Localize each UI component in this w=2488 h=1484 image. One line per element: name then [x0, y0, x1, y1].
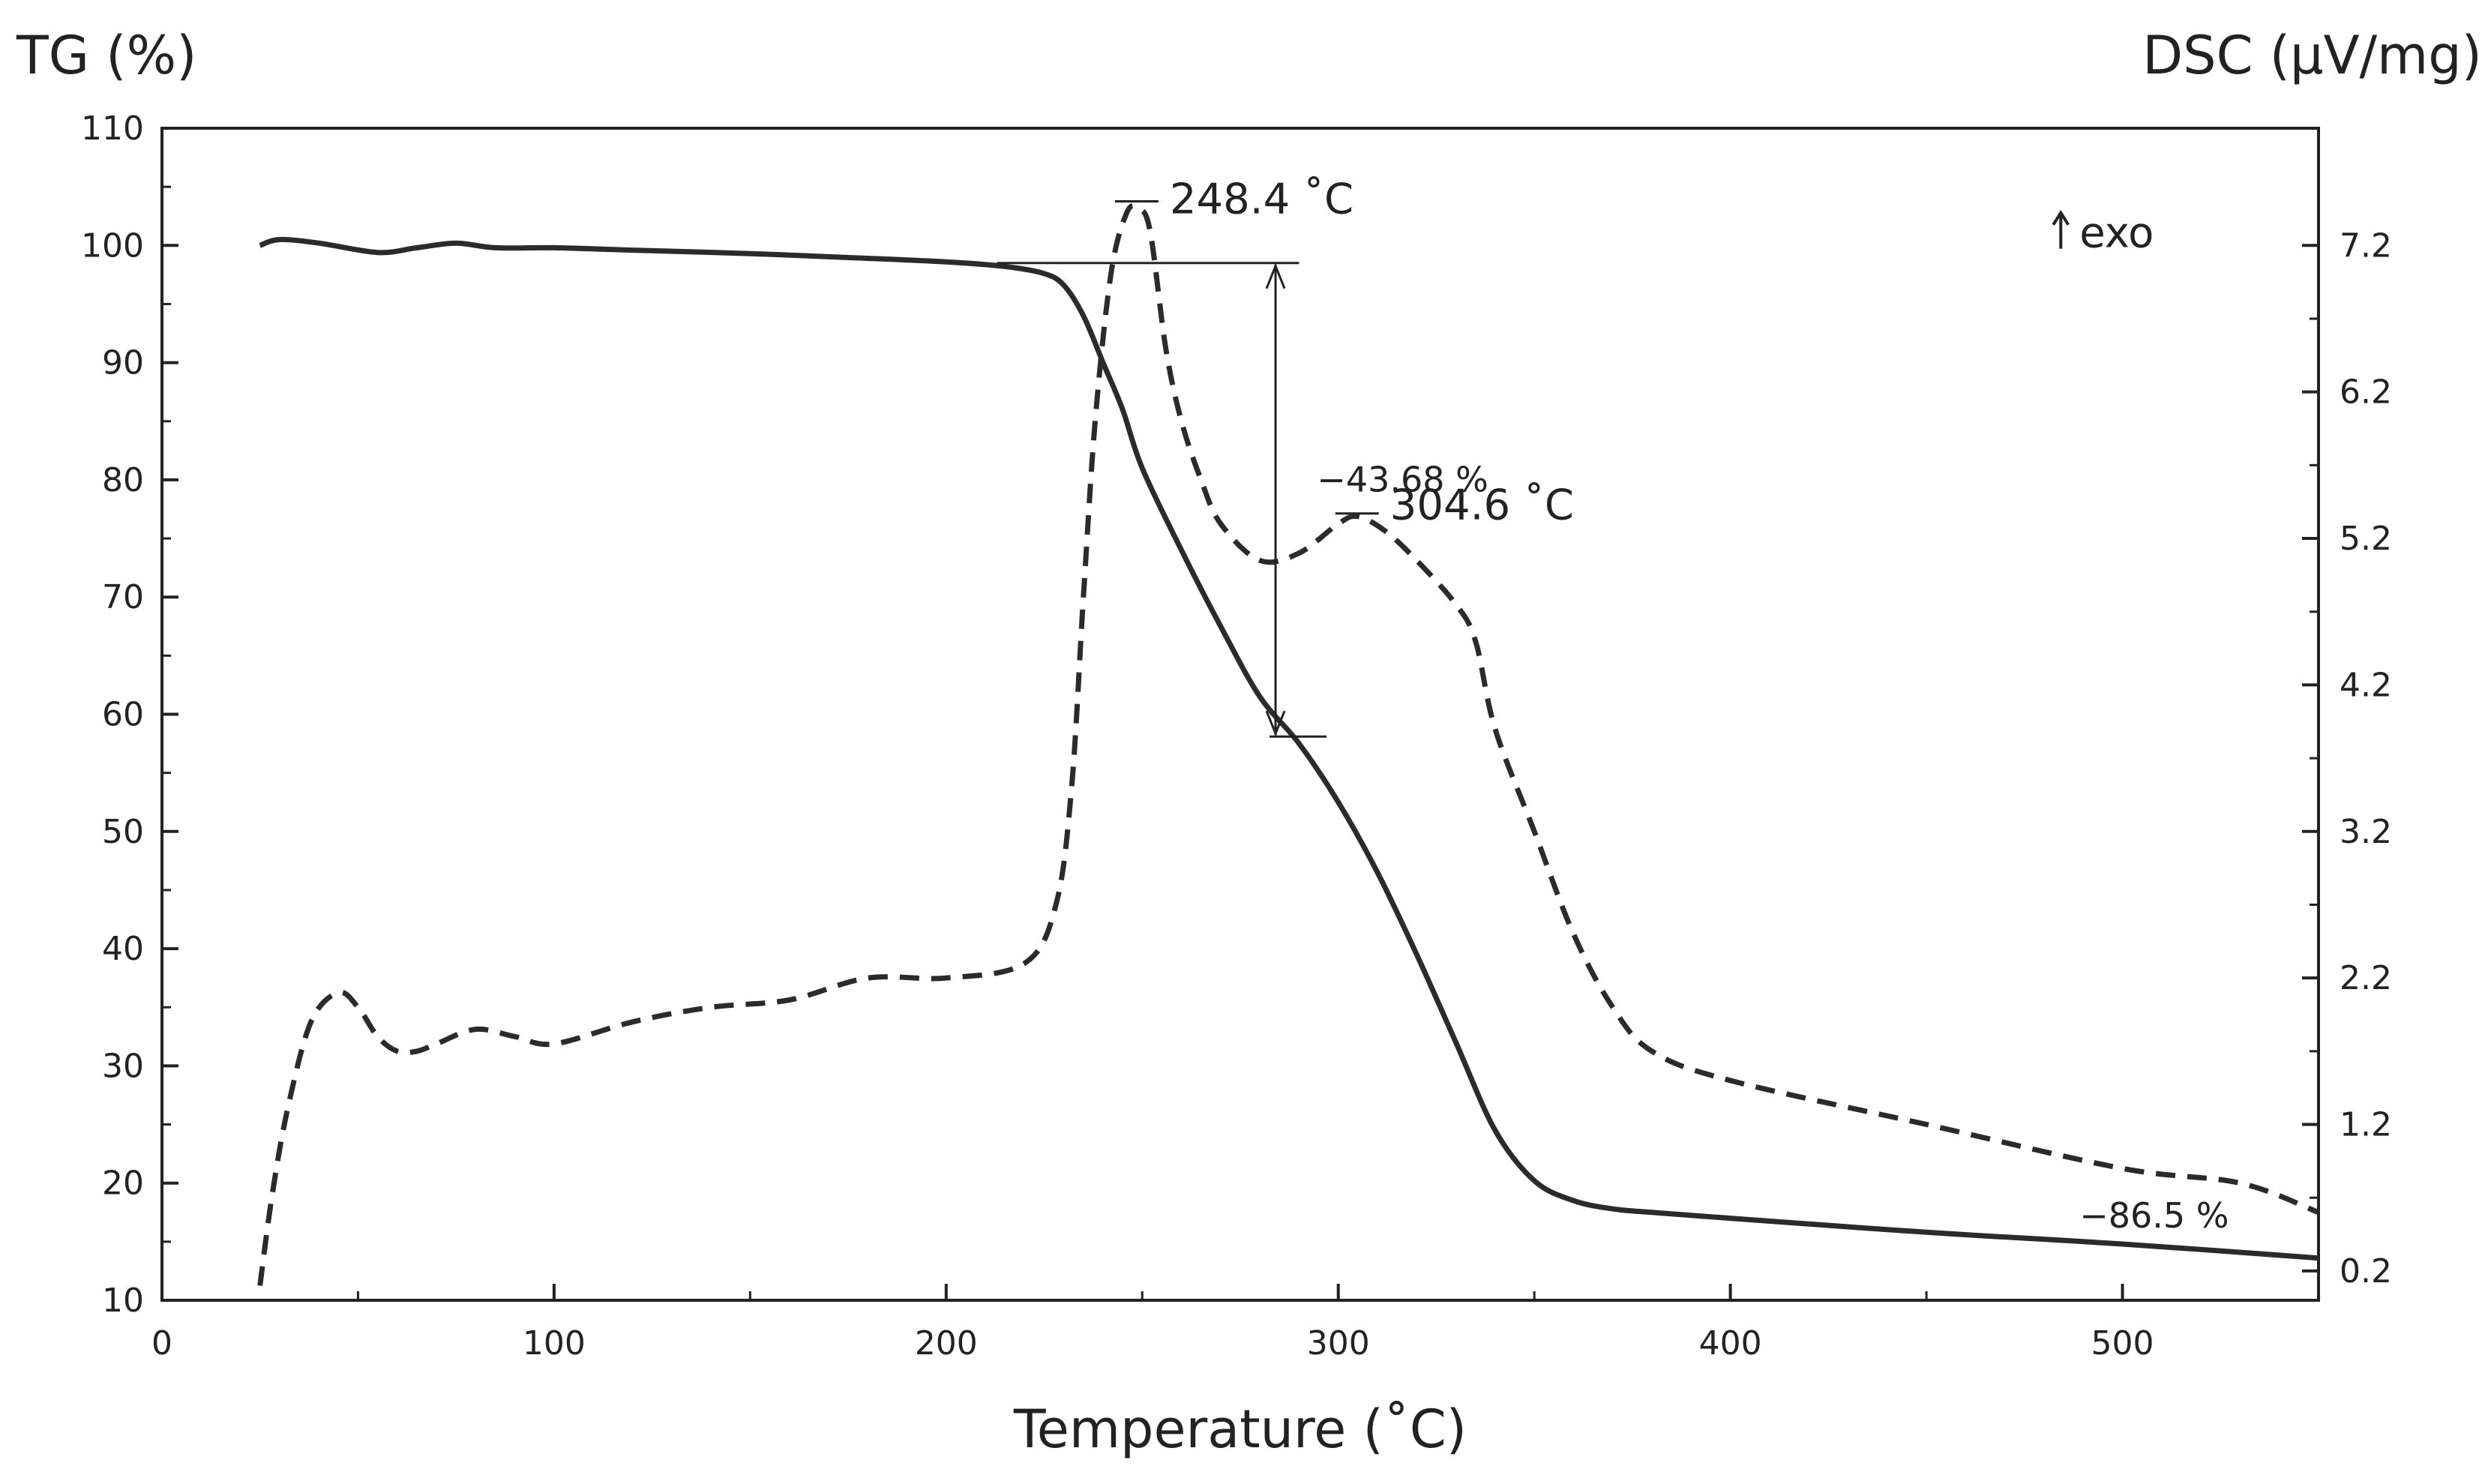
left-axis-ticks: 10 20 30 40 50 60 70 80 90 100 110 [81, 109, 178, 1320]
x-axis-ticks: 0 100 200 300 400 500 [151, 1284, 2154, 1363]
x-tick-label: 200 [915, 1324, 978, 1363]
plot-frame [160, 127, 2320, 1302]
tg-curve [259, 236, 2319, 1261]
exo-arrow-icon [2052, 209, 2070, 249]
dsc-curve [257, 202, 2320, 1286]
series-layer [257, 202, 2320, 1286]
right-axis-title: DSC (μV/mg) [2142, 25, 2482, 86]
x-axis-title: Temperature (˚C) [1013, 1399, 1467, 1460]
exo-label: exo [2079, 209, 2154, 258]
x-tick-label: 300 [1307, 1324, 1370, 1363]
mass-loss-86-label: −86.5 % [2079, 1195, 2229, 1236]
left-tick-label: 40 [102, 930, 144, 968]
x-tick-label: 100 [523, 1324, 586, 1363]
right-tick-label: 3.2 [2340, 813, 2392, 851]
left-tick-label: 70 [102, 578, 144, 616]
x-tick-label: 400 [1699, 1324, 1762, 1363]
mass-loss-43-label: −43.68 % [1317, 460, 1488, 500]
left-axis-title: TG (%) [16, 25, 196, 86]
right-tick-label: 6.2 [2340, 373, 2392, 412]
left-tick-label: 90 [102, 344, 144, 382]
left-tick-label: 110 [81, 109, 144, 148]
right-tick-label: 1.2 [2340, 1106, 2392, 1144]
right-tick-label: 4.2 [2340, 666, 2392, 704]
right-tick-label: 7.2 [2340, 226, 2392, 265]
peak-248-label: 248.4 ˚C [1170, 175, 1353, 223]
mass-loss-arrow-head-down [1265, 710, 1286, 737]
peak-304-label: 304.6 ˚C [1390, 481, 1574, 530]
left-tick-label: 80 [102, 461, 144, 499]
right-tick-label: 2.2 [2340, 959, 2392, 997]
x-tick-label: 500 [2091, 1324, 2154, 1363]
right-tick-label: 0.2 [2340, 1252, 2392, 1291]
mass-loss-arrow-head-up [1265, 262, 1286, 289]
left-tick-label: 20 [102, 1165, 144, 1203]
left-tick-label: 60 [102, 696, 144, 734]
left-tick-label: 30 [102, 1047, 144, 1085]
left-tick-label: 50 [102, 813, 144, 851]
left-tick-label: 100 [81, 226, 144, 265]
right-tick-label: 5.2 [2340, 520, 2392, 558]
right-axis-ticks: 0.2 1.2 2.2 3.2 4.2 5.2 6.2 7.2 [2302, 226, 2392, 1291]
left-tick-label: 10 [102, 1282, 144, 1320]
x-tick-label: 0 [151, 1324, 172, 1363]
